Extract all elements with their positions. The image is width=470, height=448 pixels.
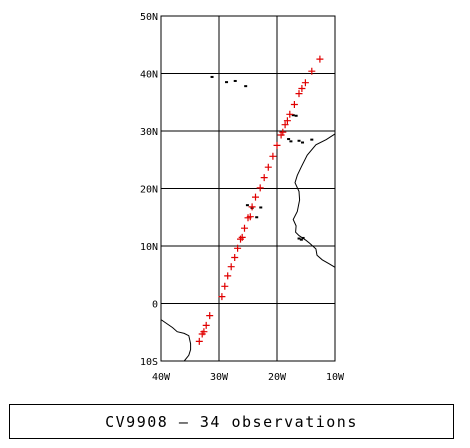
cape-verde-island — [255, 216, 259, 219]
lon-tick-label: 20W — [268, 372, 287, 383]
observation-marker — [264, 163, 272, 171]
observation-marker — [231, 254, 239, 261]
observation-marker — [246, 213, 254, 221]
observation-marker — [195, 337, 203, 345]
cape-verde-island — [245, 204, 249, 207]
observation-marker — [269, 152, 277, 160]
madeira-island — [291, 114, 295, 117]
canaries-island — [310, 138, 314, 141]
observation-marker — [200, 328, 208, 336]
observation-markers — [195, 55, 324, 345]
graticule — [160, 15, 336, 362]
canaries-island — [301, 141, 305, 144]
observation-marker — [283, 117, 291, 125]
lat-tick-label: 10S — [140, 357, 158, 368]
observation-marker — [218, 293, 226, 301]
canaries-island — [297, 139, 301, 142]
observation-marker — [248, 203, 256, 211]
lat-tick-label: 0 — [152, 300, 158, 311]
madeira-island — [294, 114, 298, 117]
observation-marker — [234, 244, 242, 252]
canaries-island — [289, 140, 293, 143]
observation-marker — [273, 141, 281, 149]
azores-island — [225, 81, 229, 84]
observation-marker — [206, 312, 214, 320]
canaries-island — [287, 138, 291, 141]
map-frame — [160, 15, 336, 362]
bijagos-island — [301, 236, 305, 239]
observation-marker — [221, 282, 229, 290]
africa-coastline — [292, 133, 336, 268]
observation-marker — [290, 101, 298, 108]
bijagos-island — [299, 238, 303, 241]
observation-marker — [308, 67, 316, 75]
observation-marker — [281, 121, 289, 129]
observation-marker — [301, 79, 309, 87]
observation-marker — [227, 263, 235, 271]
caption-separator: – — [178, 412, 190, 431]
lat-tick-label: 10N — [140, 242, 158, 253]
coastline-layer — [160, 75, 336, 362]
bijagos-island — [297, 237, 301, 240]
cape-verde-island — [259, 206, 263, 209]
azores-island — [244, 85, 248, 88]
axis-tick-labels: 10S 0 10N 20N 30N 40N 50N 40W 30W 20W 10W — [140, 12, 345, 383]
observation-marker — [279, 128, 287, 136]
caption-box: CV9908 – 34 observations — [9, 404, 454, 439]
observation-marker — [260, 174, 268, 182]
south-america-coastline — [160, 319, 192, 362]
observation-marker — [295, 90, 303, 98]
observation-marker — [316, 55, 324, 63]
azores-island — [210, 75, 214, 78]
azores-island — [233, 79, 237, 82]
lat-tick-label: 50N — [140, 12, 158, 23]
lon-tick-label: 40W — [152, 372, 171, 383]
observation-marker — [286, 110, 294, 118]
observation-marker — [238, 233, 246, 241]
lat-tick-label: 40N — [140, 70, 158, 81]
observation-marker — [256, 184, 264, 192]
observation-marker — [237, 235, 244, 243]
lon-tick-label: 30W — [210, 372, 229, 383]
observation-marker — [241, 224, 248, 232]
observation-marker — [252, 193, 259, 201]
observation-marker — [202, 321, 210, 329]
lon-tick-label: 10W — [326, 372, 345, 383]
observation-count: 34 observations — [199, 412, 358, 431]
lat-tick-label: 20N — [140, 185, 158, 196]
caption-text: CV9908 – 34 observations — [105, 413, 358, 431]
cruise-id: CV9908 — [105, 412, 169, 431]
observation-marker — [298, 85, 306, 92]
lat-tick-label: 30N — [140, 127, 158, 138]
observation-marker — [224, 272, 232, 280]
